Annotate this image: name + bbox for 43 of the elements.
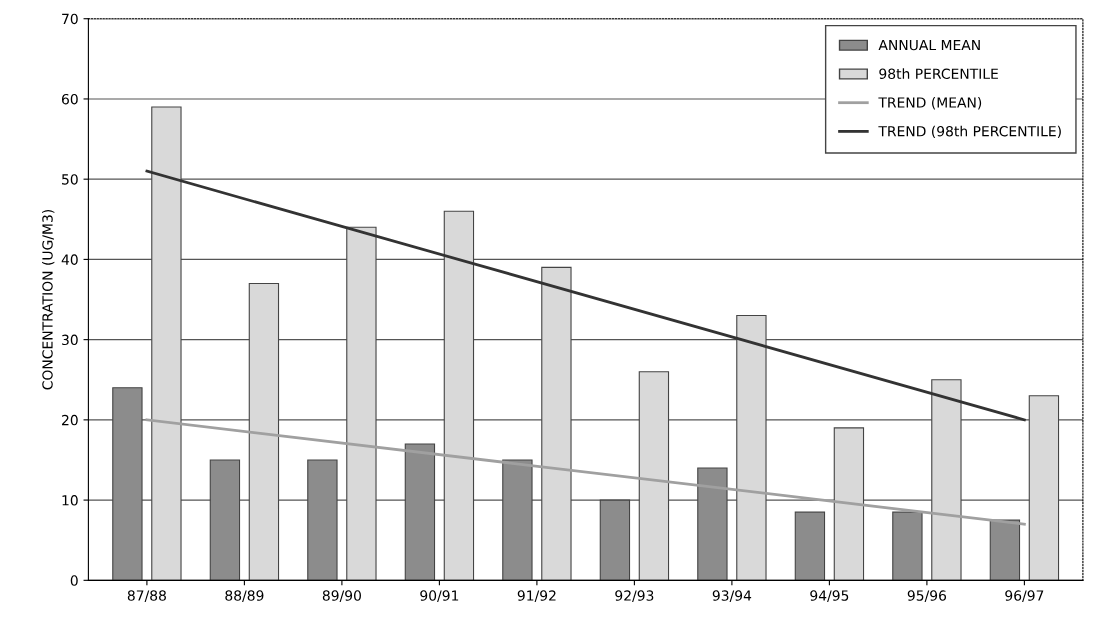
bar — [989, 519, 1021, 581]
bar — [931, 379, 962, 581]
x-tick-label: 90/91 — [420, 590, 459, 602]
bar — [502, 459, 533, 581]
bar — [599, 499, 631, 581]
y-axis-title: CONCENTRATION (UG/M3) — [42, 209, 55, 390]
bar — [736, 315, 767, 581]
bar — [112, 387, 143, 581]
x-tick-label: 88/89 — [225, 590, 264, 602]
x-tick-label: 91/92 — [517, 590, 556, 602]
legend-label: TREND (98th PERCENTILE) — [878, 125, 1061, 139]
legend-label: 98th PERCENTILE — [879, 68, 998, 80]
bar — [794, 511, 826, 581]
y-tick-label: 20 — [62, 414, 78, 426]
y-tick-label: 0 — [70, 575, 78, 586]
x-tick-label: 87/88 — [127, 590, 166, 602]
x-tick-label: 96/97 — [1005, 590, 1044, 602]
bar — [307, 459, 338, 581]
bar — [151, 106, 182, 581]
bar — [404, 443, 436, 581]
y-tick-label: 30 — [62, 334, 78, 346]
bar — [833, 427, 865, 581]
x-tick-label: 94/95 — [810, 590, 849, 602]
x-tick-label: 89/90 — [322, 590, 361, 602]
bar — [443, 210, 475, 581]
bar — [697, 467, 728, 581]
legend-label: ANNUAL MEAN — [878, 39, 980, 51]
y-tick-label: 50 — [62, 174, 78, 185]
legend-label: TREND (MEAN) — [878, 97, 982, 110]
bar — [541, 266, 572, 581]
x-tick-label: 92/93 — [615, 590, 654, 602]
y-tick-label: 40 — [61, 254, 78, 265]
y-tick-label: 10 — [62, 495, 78, 506]
bar — [892, 511, 923, 581]
bar — [248, 282, 280, 581]
x-tick-label: 95/96 — [907, 590, 947, 602]
bar — [209, 459, 241, 581]
bar — [638, 371, 670, 581]
bar — [1028, 395, 1060, 581]
y-tick-label: 70 — [62, 13, 78, 25]
bar — [346, 226, 377, 581]
x-tick-label: 93/94 — [712, 590, 752, 602]
y-tick-label: 60 — [61, 93, 78, 105]
